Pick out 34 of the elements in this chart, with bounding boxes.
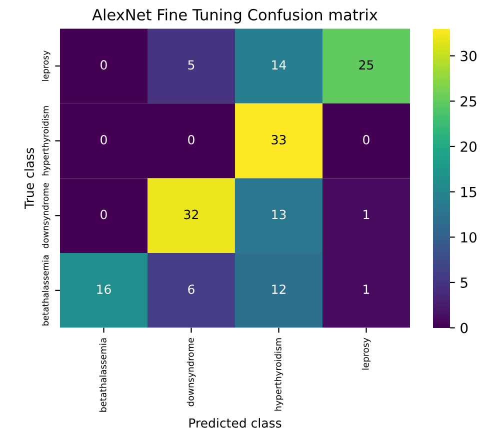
data-label: 25 (359, 60, 374, 70)
x-tick-label: hyperthyroidism (274, 338, 284, 411)
data-label: 1 (364, 210, 370, 220)
data-label: 0 (188, 134, 194, 144)
data-label: 33 (272, 134, 286, 144)
color-bar-label: 5 (460, 278, 468, 288)
data-label: 12 (272, 284, 286, 294)
y-axis-title: True class (24, 148, 34, 210)
color-bar-label: 10 (461, 232, 476, 243)
data-label: 0 (100, 60, 107, 70)
y-tick-label: betathalassemia (42, 255, 49, 326)
color-bar-label: 25 (460, 96, 476, 107)
y-tick-label: leprosy (42, 50, 50, 81)
color-bar-label: 20 (460, 141, 476, 152)
data-label: 0 (100, 134, 107, 144)
data-label: 16 (97, 284, 111, 294)
x-tick-label: downsyndrome (186, 338, 196, 406)
color-bar-label: 30 (460, 50, 476, 62)
data-label: 32 (184, 210, 198, 220)
x-axis-title: Predicted class (189, 418, 282, 428)
data-label: 1 (364, 284, 370, 294)
x-tick-label: leprosy (362, 338, 371, 370)
data-label: 0 (100, 210, 107, 220)
data-label: 13 (272, 210, 286, 220)
color-bar-label: 0 (460, 322, 468, 334)
data-label: 6 (188, 284, 194, 294)
y-tick-label: hyperthyroidism (42, 106, 50, 176)
chart-title: AlexNet Fine Tuning Confusion matrix (92, 8, 378, 24)
data-label: 0 (363, 134, 370, 144)
data-label: 14 (272, 60, 286, 70)
color-bar-label: 15 (461, 186, 476, 198)
y-tick-label: downsyndrome (42, 183, 50, 248)
data-label: 5 (188, 60, 194, 70)
x-tick-label: betathalassemia (99, 338, 106, 412)
